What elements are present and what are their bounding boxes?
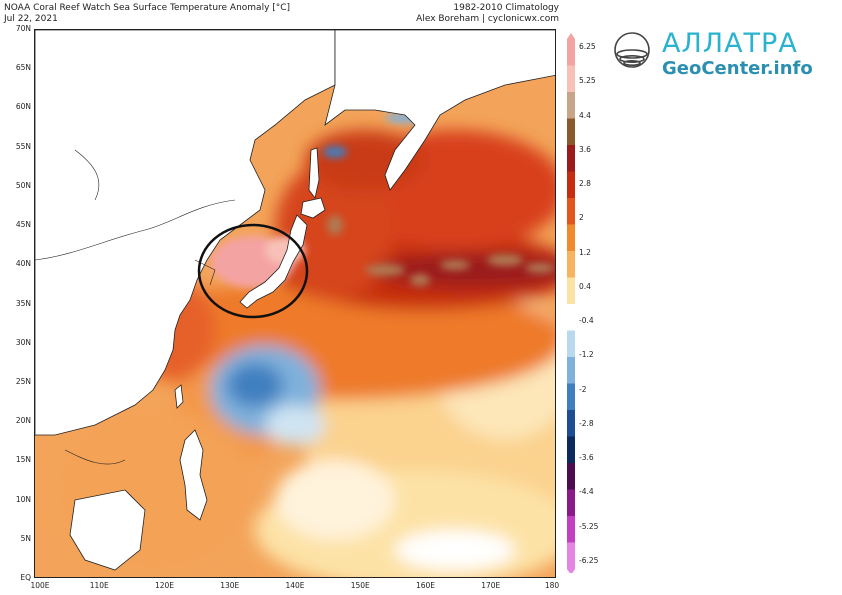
allatra-logo: АЛЛАТРА GeoCenter.info (612, 28, 832, 84)
sst-anomaly-map (34, 29, 556, 578)
longitude-tick-label: 170E (481, 581, 501, 590)
colorbar (567, 33, 575, 573)
colorbar-segment (567, 277, 575, 305)
colorbar-segment (567, 489, 575, 517)
latitude-tick-label: 10N (15, 494, 31, 504)
colorbar-tick-label: 4.4 (579, 110, 591, 120)
latitude-tick-label: 15N (15, 455, 31, 465)
colorbar-segment (567, 516, 575, 543)
latitude-tick-label: 50N (15, 180, 31, 190)
latitude-tick-label: 20N (15, 416, 31, 426)
colorbar-tick-label: -2 (579, 384, 587, 394)
colorbar-tick-label: -6.25 (579, 556, 599, 565)
latitude-tick-label: 35N (15, 298, 31, 308)
latitude-tick-label: 45N (15, 220, 31, 230)
colorbar-segment (567, 436, 575, 464)
longitude-tick-label: 130E (220, 581, 240, 590)
colorbar-top-arrow (567, 33, 575, 39)
longitude-tick-label: 150E (350, 581, 370, 590)
land-borneo (69, 489, 146, 571)
map-date: Jul 22, 2021 (4, 14, 58, 24)
longitude-tick-label: 180 (544, 581, 560, 590)
land-sakhalin (308, 147, 320, 199)
colorbar-segment (567, 304, 575, 331)
colorbar-segment (567, 92, 575, 119)
colorbar-tick-label: 5.25 (579, 76, 596, 86)
land-taiwan (174, 384, 184, 409)
land-hokkaido (300, 197, 326, 219)
map-title: NOAA Coral Reef Watch Sea Surface Temper… (4, 3, 291, 13)
colorbar-segment (567, 198, 575, 225)
colorbar-segment (567, 118, 575, 146)
colorbar-segment (567, 542, 575, 570)
longitude-tick-label: 140E (285, 581, 305, 590)
latitude-tick-label: 55N (15, 141, 31, 151)
longitude-tick-label: 160E (415, 581, 436, 590)
latitude-tick-label: EQ (20, 573, 31, 582)
colorbar-segment (567, 145, 575, 172)
colorbar-segment (567, 65, 575, 93)
latitude-tick-label: 30N (15, 337, 31, 347)
colorbar-tick-label: 3.6 (579, 144, 591, 154)
colorbar-tick-label: -1.2 (579, 350, 594, 360)
colorbar-tick-label: -4.4 (579, 487, 594, 497)
latitude-tick-label: 40N (15, 259, 31, 269)
colorbar-segment (567, 463, 575, 490)
country-borders (35, 149, 236, 465)
colorbar-tick-label: -2.8 (579, 418, 594, 428)
colorbar-tick-label: 0.4 (579, 281, 591, 291)
highlight-ellipse (197, 223, 309, 319)
colorbar-tick-label: 6.25 (579, 42, 596, 51)
logo-brand-text: АЛЛАТРА (662, 28, 798, 59)
colorbar-segment (567, 224, 575, 252)
colorbar-segment (567, 410, 575, 437)
colorbar-tick-label: -0.4 (579, 316, 594, 326)
longitude-tick-label: 110E (89, 581, 109, 590)
colorbar-segment (567, 39, 575, 66)
colorbar-segment (567, 330, 575, 358)
colorbar-tick-label: -5.25 (579, 521, 599, 531)
allatra-ellipses-icon (614, 32, 650, 68)
colorbar-bottom-arrow (567, 569, 575, 573)
longitude-tick-label: 100E (30, 581, 50, 590)
colorbar-segment (567, 171, 575, 199)
latitude-tick-label: 60N (15, 102, 31, 112)
colorbar-segment (567, 383, 575, 411)
peak-anomaly-patches (327, 215, 555, 286)
colorbar-tick-label: 1.2 (579, 247, 591, 257)
latitude-tick-label: 25N (15, 376, 31, 386)
colorbar-segment (567, 357, 575, 384)
map-canvas (35, 30, 555, 577)
latitude-tick-label: 5N (20, 533, 31, 543)
climatology-label: 1982-2010 Climatology (453, 3, 559, 13)
latitude-tick-label: 70N (15, 24, 31, 33)
credit-label: Alex Boreham | cyclonicwx.com (416, 14, 559, 24)
colorbar-tick-label: -3.6 (579, 453, 594, 463)
land-philippines (179, 429, 208, 521)
longitude-tick-label: 120E (154, 581, 175, 590)
colorbar-tick-label: 2.8 (579, 179, 591, 189)
colorbar-segment (567, 251, 575, 278)
colorbar-tick-label: 2 (579, 213, 584, 223)
logo-site-text: GeoCenter.info (662, 58, 813, 79)
land-asia (35, 30, 336, 436)
land-siberia (324, 30, 555, 191)
latitude-tick-label: 65N (15, 63, 31, 73)
